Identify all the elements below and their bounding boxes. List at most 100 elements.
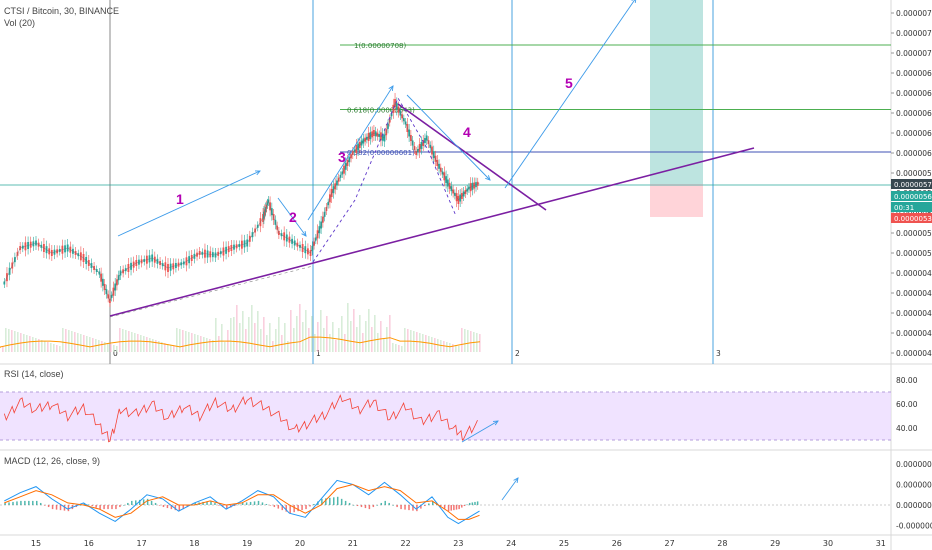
volume-bar (428, 336, 430, 352)
macd-hist-bar (178, 505, 181, 512)
volume-bar (398, 345, 400, 352)
volume-bar (98, 340, 100, 352)
fib-level-label: 0.618(0.00000643) (347, 107, 415, 115)
volume-bar (278, 317, 280, 352)
volume-bar (218, 336, 220, 352)
macd-hist-bar (111, 505, 113, 510)
price-tick-label: 0.00000500 (896, 249, 932, 258)
symbol-legend[interactable]: CTSI / Bitcoin, 30, BINANCE (4, 6, 120, 16)
macd-hist-bar (309, 505, 311, 507)
macd-hist-bar (166, 505, 169, 509)
volume-bar (251, 305, 253, 352)
wave-arrow (501, 477, 519, 501)
macd-hist-bar (237, 504, 240, 506)
volume-bar (65, 329, 67, 352)
target-zone (650, 0, 703, 184)
macd-hist-bar (39, 502, 42, 505)
macd-hist-bar (356, 505, 359, 507)
macd-hist-bar (400, 505, 402, 510)
macd-hist-bar (461, 505, 463, 508)
macd-hist-bar (4, 502, 6, 505)
volume-bar (8, 329, 10, 352)
x-tick-label: 20 (295, 539, 305, 548)
volume-bar (248, 317, 250, 352)
volume-bar (425, 335, 427, 352)
volume-bar (215, 318, 217, 352)
volume-legend[interactable]: Vol (20) (4, 18, 36, 28)
macd-hist-bar (249, 501, 252, 505)
macd-hist-bar (329, 497, 331, 505)
wave-arrow (504, 0, 636, 189)
volume-bar (353, 309, 355, 352)
macd-hist-bar (131, 500, 133, 505)
volume-bar (401, 346, 403, 352)
wave-dashed-path (312, 96, 457, 263)
volume-bar (299, 304, 301, 352)
macd-legend[interactable]: MACD (12, 26, close, 9) (4, 456, 101, 466)
volume-bar (266, 335, 268, 352)
rsi-tick-label: 60.00 (896, 400, 918, 409)
volume-bar (323, 328, 325, 352)
price-tick-label: 0.00000660 (896, 89, 932, 98)
macd-hist-bar (344, 500, 347, 505)
vertical-marker-label: 1 (316, 349, 321, 358)
x-tick-label: 30 (823, 539, 833, 548)
wave-arrow-head (492, 420, 499, 426)
wave-arrow (307, 85, 394, 221)
macd-hist-bar (392, 505, 394, 506)
macd-hist-bar (158, 505, 161, 506)
macd-hist-bar (277, 505, 280, 509)
volume-bar (245, 329, 247, 352)
macd-hist-bar (432, 500, 434, 505)
volume-bar (143, 336, 145, 352)
macd-line (4, 479, 480, 525)
fib-level-label: 0.382(0.00000601) (347, 149, 415, 157)
volume-bar (200, 336, 202, 352)
volume-bar (29, 336, 31, 352)
macd-hist-bar (463, 505, 466, 507)
macd-hist-bar (420, 505, 422, 509)
macd-hist-bar (281, 505, 284, 511)
macd-hist-bar (91, 505, 93, 507)
volume-bar (314, 334, 316, 352)
volume-bar (152, 339, 154, 352)
volume-bar (392, 343, 394, 352)
macd-hist-bar (265, 503, 268, 505)
rsi-tick-label: 40.00 (896, 424, 918, 433)
volume-bar (464, 329, 466, 352)
volume-bar (290, 310, 292, 352)
vertical-marker-label: 0 (113, 349, 118, 358)
volume-bar (455, 345, 457, 352)
macd-tick-label: 0.00000010 (896, 481, 932, 490)
volume-bar (149, 338, 151, 352)
volume-bar (167, 344, 169, 352)
macd-hist-bar (455, 505, 458, 510)
macd-hist-bar (123, 505, 125, 506)
volume-bar (368, 309, 370, 352)
volume-bar (458, 346, 460, 352)
x-tick-label: 31 (876, 539, 886, 548)
price-tick-label: 0.00000720 (896, 29, 932, 38)
x-tick-label: 26 (612, 539, 622, 548)
macd-hist-bar (428, 503, 430, 505)
rsi-legend[interactable]: RSI (14, close) (4, 369, 64, 379)
volume-bar (389, 315, 391, 352)
volume-bar (467, 330, 469, 352)
volume-bar (230, 318, 232, 352)
price-path (4, 102, 480, 302)
volume-bar (383, 339, 385, 352)
volume-bar (131, 332, 133, 352)
volume-bar (254, 323, 256, 352)
macd-hist-bar (8, 502, 10, 505)
price-axis-badge-label: 0.00000532 (894, 215, 932, 223)
macd-hist-bar (404, 505, 406, 510)
macd-hist-bar (47, 505, 50, 508)
volume-bar (437, 339, 439, 352)
volume-bars (2, 303, 481, 352)
price-tick-label: 0.00000420 (896, 329, 932, 338)
x-tick-label: 19 (242, 539, 252, 548)
volume-bar (302, 322, 304, 352)
volume-bar (332, 322, 334, 352)
macd-hist-bar (32, 500, 34, 505)
